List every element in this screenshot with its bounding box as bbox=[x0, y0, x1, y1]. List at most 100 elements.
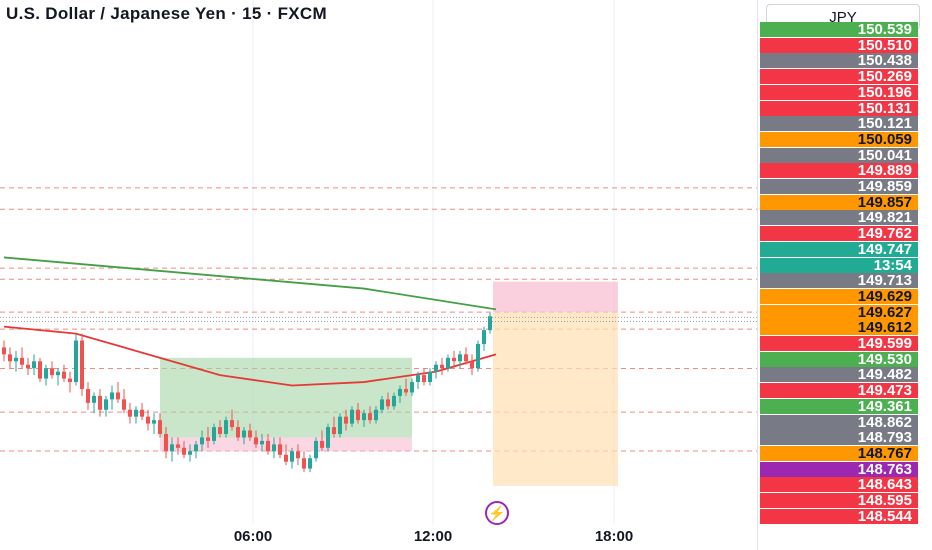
candle-body bbox=[164, 433, 168, 452]
candle-body bbox=[362, 413, 366, 421]
position-target-zone bbox=[493, 312, 618, 486]
price-tag: 149.627 bbox=[760, 304, 918, 320]
price-tag: 149.889 bbox=[760, 163, 918, 179]
price-tag: 150.121 bbox=[760, 116, 918, 132]
candle-body bbox=[308, 458, 312, 469]
candle-body bbox=[368, 413, 372, 421]
price-tag: 149.747 bbox=[760, 241, 918, 257]
price-tag: 148.862 bbox=[760, 414, 918, 430]
candle-body bbox=[464, 354, 468, 362]
candle-body bbox=[440, 364, 444, 369]
candle-body bbox=[194, 444, 198, 452]
candle-body bbox=[356, 409, 360, 421]
price-tag: 150.269 bbox=[760, 69, 918, 85]
candle-body bbox=[14, 357, 18, 362]
candle-body bbox=[122, 399, 126, 410]
candle-body bbox=[386, 399, 390, 407]
candle-body bbox=[116, 392, 120, 400]
candle-body bbox=[476, 343, 480, 369]
price-tag: 149.361 bbox=[760, 398, 918, 414]
candle-body bbox=[230, 420, 234, 428]
candle-body bbox=[248, 430, 252, 438]
candle-body bbox=[446, 357, 450, 369]
candle-body bbox=[20, 357, 24, 365]
candle-body bbox=[410, 382, 414, 393]
candle-body bbox=[266, 440, 270, 452]
candle-body bbox=[104, 399, 108, 410]
candle-body bbox=[38, 361, 42, 379]
price-tag: 149.821 bbox=[760, 210, 918, 226]
lightning-bolt-icon[interactable]: ⚡ bbox=[485, 501, 509, 525]
price-tag: 150.059 bbox=[760, 131, 918, 147]
price-tag: 148.767 bbox=[760, 445, 918, 461]
price-tag: 149.629 bbox=[760, 288, 918, 304]
candle-body bbox=[212, 427, 216, 441]
candle-body bbox=[284, 454, 288, 462]
candle-body bbox=[62, 371, 66, 379]
candle-body bbox=[488, 316, 492, 331]
price-tag: 149.530 bbox=[760, 351, 918, 367]
price-tag: 149.713 bbox=[760, 273, 918, 289]
price-tag: 13:54 bbox=[760, 257, 918, 273]
price-tag: 148.544 bbox=[760, 508, 918, 524]
price-tag: 150.510 bbox=[760, 37, 918, 53]
candle-body bbox=[428, 371, 432, 383]
candle-body bbox=[392, 395, 396, 407]
candle-body bbox=[44, 368, 48, 379]
candle-body bbox=[92, 395, 96, 403]
candle-body bbox=[338, 416, 342, 434]
candle-body bbox=[128, 409, 132, 417]
candle-body bbox=[314, 440, 318, 459]
candle-body bbox=[182, 447, 186, 455]
candle-body bbox=[56, 371, 60, 376]
candle-body bbox=[134, 409, 138, 417]
candle-body bbox=[290, 451, 294, 462]
candle-body bbox=[350, 409, 354, 424]
candle-body bbox=[218, 427, 222, 434]
candle-body bbox=[320, 440, 324, 448]
candle-body bbox=[80, 340, 84, 389]
candle-body bbox=[206, 437, 210, 441]
price-tag: 150.438 bbox=[760, 53, 918, 69]
candle-body bbox=[482, 330, 486, 344]
candle-body bbox=[422, 375, 426, 383]
candle-body bbox=[302, 458, 306, 469]
price-tag: 148.793 bbox=[760, 430, 918, 446]
candle-body bbox=[26, 364, 30, 369]
range-box-profit bbox=[160, 357, 412, 438]
price-axis-separator bbox=[757, 0, 758, 550]
price-tag: 148.763 bbox=[760, 461, 918, 477]
candle-body bbox=[278, 444, 282, 455]
candle-body bbox=[344, 416, 348, 424]
candle-body bbox=[32, 361, 36, 369]
candle-body bbox=[68, 378, 72, 383]
candle-body bbox=[74, 340, 78, 383]
candle-body bbox=[170, 444, 174, 452]
candle-body bbox=[254, 437, 258, 445]
candle-body bbox=[326, 427, 330, 448]
price-tag: 148.595 bbox=[760, 493, 918, 508]
candle-body bbox=[452, 357, 456, 362]
candle-body bbox=[236, 427, 240, 438]
candle-body bbox=[200, 437, 204, 445]
price-tag: 149.599 bbox=[760, 336, 918, 351]
symbol-title: U.S. Dollar / Japanese Yen · 15 · FXCM bbox=[6, 4, 327, 23]
candle-body bbox=[374, 409, 378, 421]
price-tag: 149.857 bbox=[760, 194, 918, 210]
time-label-1800: 18:00 bbox=[594, 528, 634, 545]
price-tag: 150.041 bbox=[760, 147, 918, 163]
candle-body bbox=[158, 420, 162, 434]
candle-body bbox=[296, 451, 300, 459]
time-label-0600: 06:00 bbox=[233, 528, 273, 545]
candle-body bbox=[470, 361, 474, 369]
time-label-1200: 12:00 bbox=[413, 528, 453, 545]
price-tag: 149.473 bbox=[760, 383, 918, 399]
candle-body bbox=[152, 420, 156, 424]
candle-body bbox=[8, 354, 12, 362]
candle-body bbox=[272, 444, 276, 452]
price-tag: 149.762 bbox=[760, 226, 918, 242]
price-tag: 149.612 bbox=[760, 320, 918, 336]
candle-body bbox=[110, 392, 114, 400]
candle-body bbox=[50, 368, 54, 376]
